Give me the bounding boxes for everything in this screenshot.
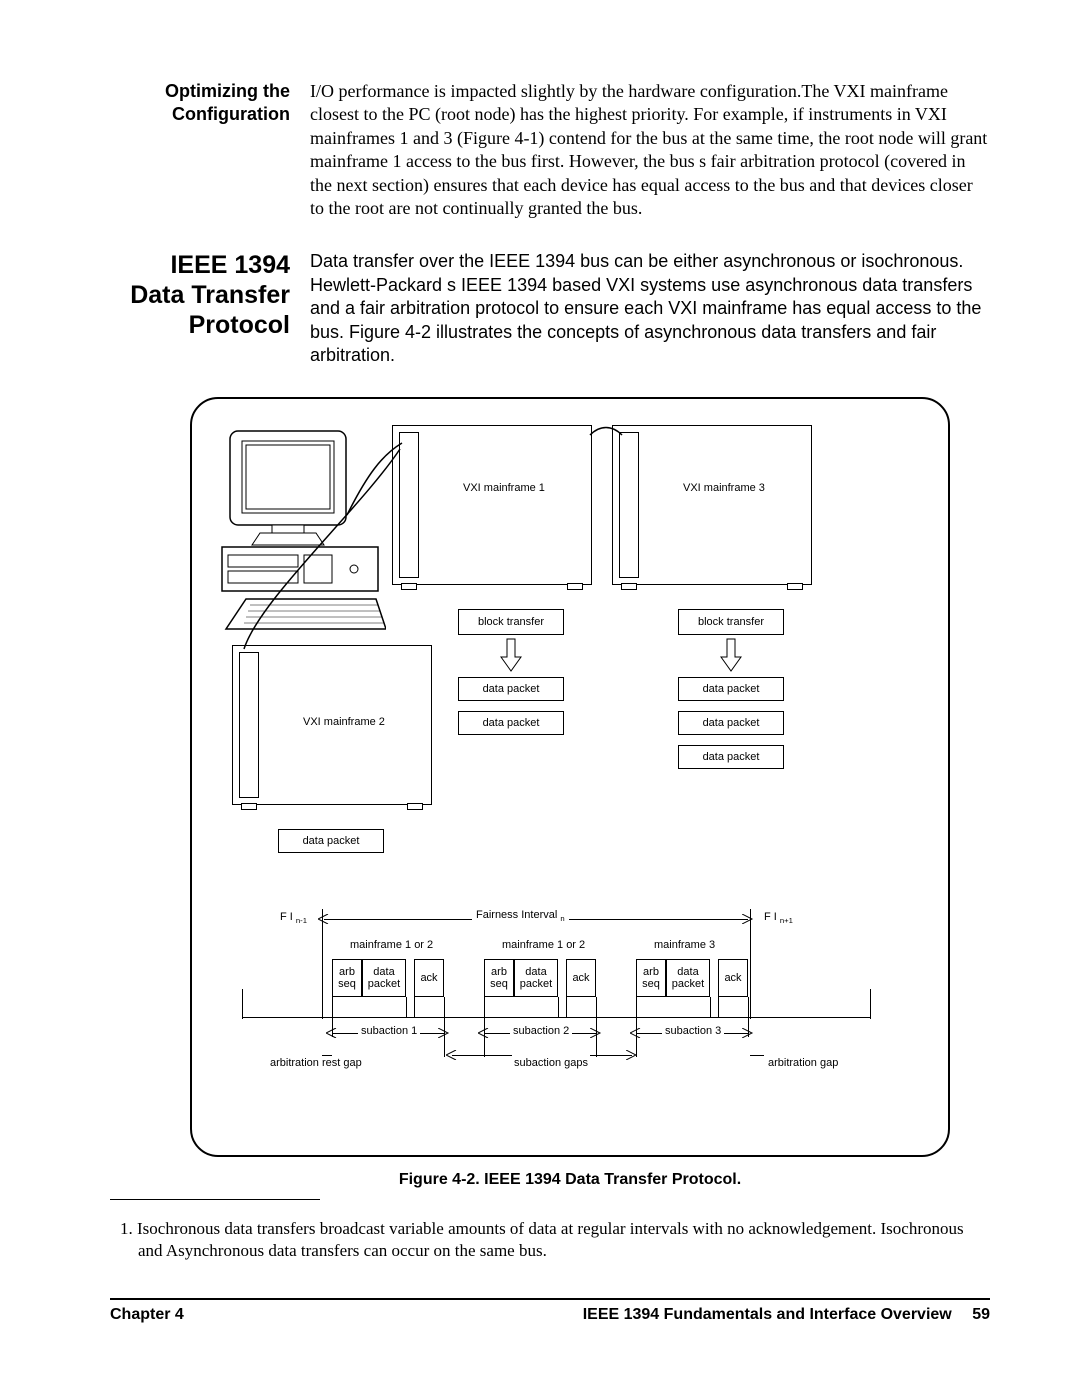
data-packet: data packet (678, 677, 784, 701)
footnote-rule (110, 1199, 320, 1200)
heading-line: IEEE 1394 (170, 251, 290, 279)
mf-label: mainframe 3 (654, 939, 715, 951)
data-packet: data packet (678, 711, 784, 735)
vxi-mainframe-2: VXI mainframe 2 (232, 645, 432, 805)
figure-wrap: VXI mainframe 1 VXI mainframe 3 VXI main… (190, 397, 950, 1189)
body-optimizing: I/O performance is impacted slightly by … (310, 80, 990, 220)
fi-next-label: F I n+1 (764, 911, 793, 925)
body-ieee: Data transfer over the IEEE 1394 bus can… (310, 250, 990, 367)
block-transfer-3: block transfer (678, 609, 784, 635)
page: Optimizing the Configuration I/O perform… (0, 0, 1080, 1364)
block-transfer-1: block transfer (458, 609, 564, 635)
data-packet-cell: datapacket (362, 959, 406, 997)
heading-line: Data Transfer (130, 281, 290, 309)
data-packet: data packet (458, 711, 564, 735)
footer-title-text: IEEE 1394 Fundamentals and Interface Ove… (583, 1306, 952, 1323)
arrow-down-3 (718, 637, 744, 673)
data-packet-cell: datapacket (514, 959, 558, 997)
vxi1-label: VXI mainframe 1 (463, 482, 545, 494)
arrow-left (318, 914, 330, 924)
footer-chapter: Chapter 4 (110, 1306, 184, 1324)
arrow-right (742, 914, 754, 924)
page-number: 59 (972, 1306, 990, 1323)
section-ieee: IEEE 1394 Data Transfer Protocol Data tr… (110, 250, 990, 367)
data-packet-cell: datapacket (666, 959, 710, 997)
vxi2-label: VXI mainframe 2 (303, 716, 385, 728)
ack: ack (718, 959, 748, 997)
arb-seq: arb seq (332, 959, 362, 997)
cable-mf1-mf2 (240, 569, 420, 669)
arb-rest-gap: arbitration rest gap (270, 1057, 362, 1069)
fairness-interval-label: Fairness Interval n (472, 909, 569, 923)
data-packet: data packet (458, 677, 564, 701)
footer-rule (110, 1298, 990, 1300)
heading-line: Optimizing the (165, 81, 290, 101)
arb-gap: arbitration gap (768, 1057, 838, 1069)
vxi-mainframe-3: VXI mainframe 3 (612, 425, 812, 585)
mf-label: mainframe 1 or 2 (350, 939, 433, 951)
heading-line: Protocol (189, 311, 290, 339)
subaction-gaps: subaction gaps (514, 1057, 588, 1069)
ack: ack (414, 959, 444, 997)
footer-title: IEEE 1394 Fundamentals and Interface Ove… (583, 1306, 990, 1324)
subaction-1: subaction 1 (358, 1025, 420, 1037)
ack: ack (566, 959, 596, 997)
heading-ieee: IEEE 1394 Data Transfer Protocol (110, 250, 310, 367)
cable-mf1-mf3 (588, 427, 628, 457)
arb-seq: arb seq (636, 959, 666, 997)
fi-prev-label: F I n-1 (280, 911, 307, 925)
heading-optimizing: Optimizing the Configuration (110, 80, 310, 220)
page-footer: Chapter 4 IEEE 1394 Fundamentals and Int… (110, 1306, 990, 1324)
arb-seq: arb seq (484, 959, 514, 997)
heading-line: Configuration (172, 104, 290, 124)
cable-pc-mf1 (342, 435, 422, 535)
mf-label: mainframe 1 or 2 (502, 939, 585, 951)
subaction-2: subaction 2 (510, 1025, 572, 1037)
section-optimizing: Optimizing the Configuration I/O perform… (110, 80, 990, 220)
vxi3-label: VXI mainframe 3 (683, 482, 765, 494)
data-packet: data packet (278, 829, 384, 853)
figure-4-2: VXI mainframe 1 VXI mainframe 3 VXI main… (190, 397, 950, 1157)
slot-column (239, 652, 259, 798)
data-packet: data packet (678, 745, 784, 769)
subaction-3: subaction 3 (662, 1025, 724, 1037)
arrow-down-1 (498, 637, 524, 673)
footnote-1: 1. Isochronous data transfers broadcast … (120, 1218, 990, 1262)
vxi-mainframe-1: VXI mainframe 1 (392, 425, 592, 585)
figure-caption: Figure 4-2. IEEE 1394 Data Transfer Prot… (190, 1171, 950, 1189)
